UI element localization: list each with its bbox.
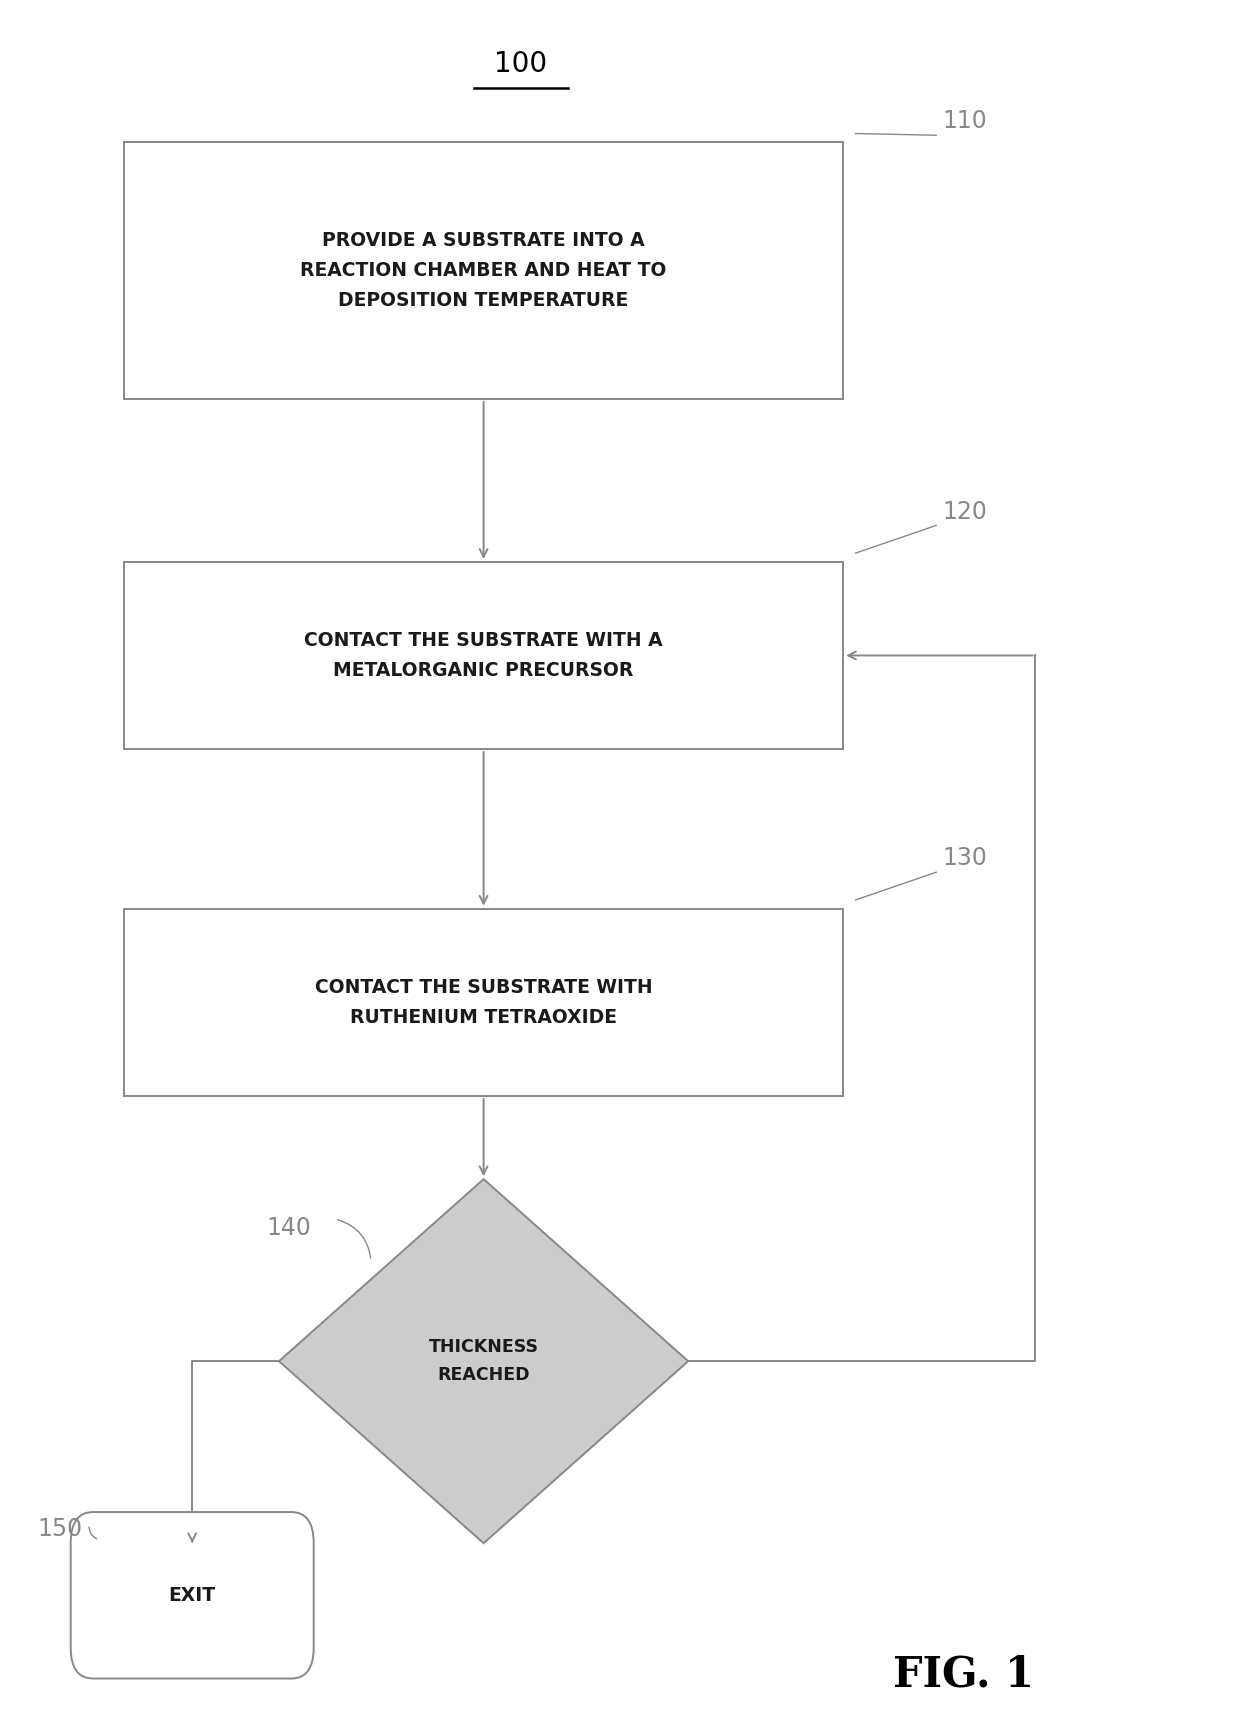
Text: CONTACT THE SUBSTRATE WITH
RUTHENIUM TETRAOXIDE: CONTACT THE SUBSTRATE WITH RUTHENIUM TET… (315, 978, 652, 1027)
Text: CONTACT THE SUBSTRATE WITH A
METALORGANIC PRECURSOR: CONTACT THE SUBSTRATE WITH A METALORGANI… (304, 631, 663, 680)
Text: PROVIDE A SUBSTRATE INTO A
REACTION CHAMBER AND HEAT TO
DEPOSITION TEMPERATURE: PROVIDE A SUBSTRATE INTO A REACTION CHAM… (300, 231, 667, 310)
Polygon shape (279, 1179, 688, 1543)
Text: THICKNESS
REACHED: THICKNESS REACHED (429, 1339, 538, 1384)
Text: 120: 120 (942, 499, 987, 524)
Text: 150: 150 (37, 1517, 82, 1542)
FancyBboxPatch shape (124, 909, 843, 1096)
Text: FIG. 1: FIG. 1 (893, 1654, 1034, 1696)
Text: 110: 110 (942, 109, 987, 134)
Text: 130: 130 (942, 846, 987, 870)
Text: 140: 140 (267, 1216, 311, 1240)
FancyBboxPatch shape (124, 142, 843, 399)
FancyBboxPatch shape (71, 1512, 314, 1679)
Text: EXIT: EXIT (169, 1587, 216, 1604)
FancyBboxPatch shape (124, 562, 843, 749)
Text: 100: 100 (495, 50, 547, 78)
